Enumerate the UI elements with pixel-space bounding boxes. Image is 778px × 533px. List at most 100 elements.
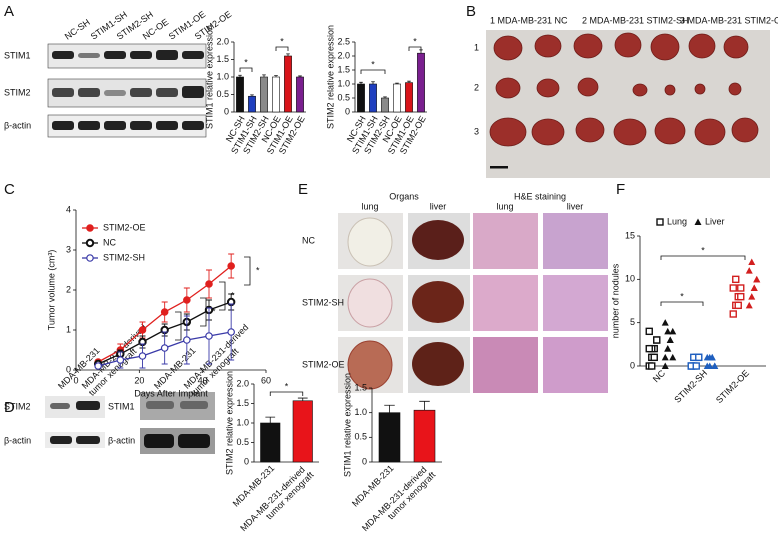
y-tick-label: 1.0: [236, 417, 249, 427]
dot: [661, 362, 669, 369]
column-label: liver: [430, 201, 447, 211]
legend-marker: [694, 218, 702, 225]
column-label: liver: [567, 201, 584, 211]
panel-letter: F: [616, 181, 625, 198]
marker: [183, 336, 191, 344]
y-tick-label: 5: [630, 317, 635, 327]
marker: [205, 280, 213, 288]
x-tick-label: 60: [261, 375, 271, 385]
marker: [138, 352, 147, 360]
blot-row-label: STIM2: [4, 401, 31, 411]
row-label: 2: [474, 82, 479, 92]
error-bar: [384, 404, 395, 413]
bar: [413, 409, 436, 463]
dot: [745, 267, 753, 274]
y-tick-label: 1.0: [354, 407, 367, 417]
y-tick-label: 2: [66, 284, 71, 294]
legend-label: STIM2-SH: [103, 252, 145, 262]
dot: [664, 327, 672, 335]
annotation: *: [244, 57, 248, 67]
error-bar: [265, 416, 276, 423]
error-bar: [286, 53, 290, 56]
dot: [669, 327, 677, 335]
error-bar: [419, 400, 430, 411]
y-axis-label: STIM2 relative expression: [224, 371, 234, 475]
blot-row-label: STIM2: [4, 87, 31, 97]
dot: [666, 336, 674, 343]
legend-marker: [86, 254, 94, 262]
y-tick-label: 0.5: [337, 92, 350, 102]
dot: [732, 275, 740, 284]
error-bar: [395, 82, 399, 84]
y-tick-label: 0.5: [354, 432, 367, 442]
y-tick-label: 2.0: [236, 378, 249, 388]
header: Organs: [389, 191, 419, 201]
y-tick-label: 0: [244, 456, 249, 466]
y-tick-label: 4: [66, 204, 71, 214]
error-bar: [262, 74, 266, 77]
annotation: *: [231, 290, 235, 300]
error-bar: [371, 81, 375, 84]
annotation: *: [680, 291, 684, 301]
y-tick-label: 0: [362, 456, 367, 466]
bar: [417, 52, 425, 113]
row-label: 3: [474, 126, 479, 136]
dot: [650, 353, 658, 362]
row-label: STIM2-OE: [302, 359, 345, 369]
bar: [393, 83, 401, 113]
y-tick-label: 1.5: [337, 64, 350, 74]
y-tick-label: 0.5: [216, 89, 229, 99]
dot: [669, 353, 677, 361]
blot-row-label: β-actin: [4, 120, 31, 130]
dot: [737, 284, 745, 292]
legend-label: STIM2-OE: [103, 222, 146, 232]
panel-letter: B: [466, 3, 476, 20]
y-axis-label: number of nodules: [610, 263, 620, 338]
y-tick-label: 1.0: [216, 71, 229, 81]
annotation: *: [371, 59, 375, 69]
x-tick-label: 20: [134, 375, 144, 385]
bracket: [239, 67, 253, 72]
legend-marker: [85, 238, 95, 248]
bar: [260, 422, 281, 463]
error-bar: [274, 75, 278, 77]
dot: [661, 319, 669, 326]
header: H&E staining: [514, 191, 566, 201]
marker: [160, 308, 169, 316]
dot: [729, 284, 737, 292]
x-axis-label: Days After Implant: [134, 388, 208, 398]
bracket: [244, 256, 251, 286]
x-tick-label: NC: [651, 368, 668, 385]
column-label: lung: [361, 201, 378, 211]
bar: [381, 97, 389, 113]
y-tick-label: 1.5: [236, 398, 249, 408]
bar: [284, 55, 292, 113]
y-axis-label: STIM1 relative expression: [204, 25, 214, 129]
bracket: [360, 69, 386, 74]
x-tick-label: 0: [73, 375, 78, 385]
column-label: lung: [496, 201, 513, 211]
legend-marker: [86, 224, 94, 232]
annotation: *: [285, 381, 289, 391]
group-label: 1 MDA-MB-231 NC: [490, 15, 568, 25]
marker: [94, 362, 102, 370]
dot: [750, 284, 758, 291]
annotation: *: [256, 265, 260, 275]
panel-letter: A: [4, 3, 14, 20]
dot: [711, 362, 719, 369]
dot: [645, 327, 653, 336]
x-tick-label: MDA-MB-231-derived tumor xenograft: [360, 463, 438, 533]
bar: [248, 95, 256, 113]
blot-row-label: β-actin: [108, 435, 135, 445]
y-axis-label: STIM2 relative expression: [325, 25, 335, 129]
panel-letter: E: [298, 181, 308, 198]
y-tick-label: 0.5: [236, 437, 249, 447]
marker: [160, 344, 169, 352]
bracket: [200, 297, 207, 327]
bar: [296, 76, 304, 113]
error-bar: [407, 80, 411, 83]
bracket: [175, 311, 182, 341]
y-tick-label: 1.5: [354, 382, 367, 392]
dot: [706, 362, 714, 369]
